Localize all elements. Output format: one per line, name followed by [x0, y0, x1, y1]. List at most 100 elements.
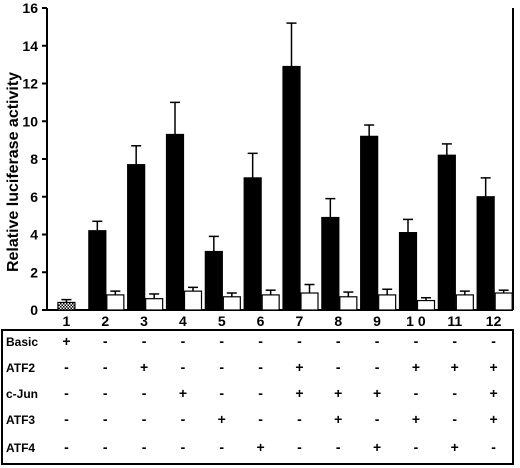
table-sign: - — [452, 385, 457, 401]
y-tick-label: 16 — [22, 0, 38, 16]
bar-white — [183, 290, 203, 311]
table-sign: + — [373, 439, 381, 455]
table-sign: - — [297, 411, 302, 427]
bar-black — [204, 250, 223, 311]
bar-basic-hatched — [57, 301, 76, 311]
bar-black — [437, 154, 456, 311]
table-sign: - — [297, 439, 302, 455]
table-row-label: ATF3 — [6, 413, 35, 427]
bar-black — [398, 232, 418, 311]
table-sign: - — [181, 439, 186, 455]
bar-black — [88, 230, 107, 311]
condition-table: Basic + - - - - - - - - - - - ATF2 - - + - - - + - - + + + c-Jun - -… — [1, 329, 514, 465]
table-border — [1, 329, 514, 465]
table-sign: + — [489, 359, 497, 375]
y-tick-label: 12 — [22, 76, 38, 92]
table-sign: - — [491, 439, 496, 455]
y-axis-title: Relative luciferase activity — [5, 72, 22, 272]
table-sign: - — [103, 439, 108, 455]
table-sign: - — [181, 333, 186, 349]
table-sign: - — [375, 359, 380, 375]
y-tick-label: 4 — [30, 227, 38, 243]
table-sign: + — [489, 385, 497, 401]
bar-black — [360, 135, 379, 311]
table-sign: - — [336, 359, 341, 375]
table-sign: - — [142, 333, 147, 349]
table-sign: - — [452, 333, 457, 349]
y-tick-label: 14 — [22, 38, 38, 54]
bar-white — [378, 294, 397, 311]
table-sign: + — [295, 359, 303, 375]
table-sign: + — [256, 439, 264, 455]
bar-white — [494, 292, 513, 311]
table-sign: - — [414, 333, 419, 349]
chart-bars — [57, 22, 513, 311]
x-category-label: 8 — [334, 313, 342, 329]
table-row-label: ATF4 — [6, 441, 35, 455]
table-sign: - — [142, 385, 147, 401]
table-sign: - — [297, 333, 302, 349]
table-sign: + — [140, 359, 148, 375]
table-sign: - — [452, 411, 457, 427]
table-sign: + — [62, 333, 70, 349]
x-category-label: 7 — [296, 313, 304, 329]
bar-white — [455, 294, 474, 311]
bar-white — [145, 298, 164, 311]
table-sign: - — [336, 333, 341, 349]
y-tick-label: 0 — [30, 302, 38, 318]
table-sign: - — [64, 439, 69, 455]
table-sign: - — [219, 333, 224, 349]
bar-white — [261, 294, 280, 311]
table-sign: + — [295, 385, 303, 401]
x-category-label: 5 — [218, 313, 226, 329]
table-sign: - — [258, 333, 263, 349]
bar-white — [106, 294, 125, 311]
x-category-label: 2 — [101, 313, 109, 329]
y-tick-label: 8 — [30, 151, 38, 167]
bar-black — [165, 133, 185, 311]
x-category-label: 12 — [486, 313, 502, 329]
bar-white — [222, 296, 241, 311]
table-sign: + — [489, 411, 497, 427]
table-row-label: c-Jun — [6, 387, 38, 401]
table-sign: - — [103, 333, 108, 349]
x-category-label: 11 — [447, 313, 462, 329]
table-sign: - — [258, 411, 263, 427]
table-sign: - — [414, 439, 419, 455]
bar-black — [127, 164, 146, 311]
y-tick-label: 2 — [30, 264, 38, 280]
table-sign: + — [412, 359, 420, 375]
table-sign: - — [375, 333, 380, 349]
table-sign: + — [334, 385, 342, 401]
table-sign: - — [103, 385, 108, 401]
bar-black — [282, 65, 301, 311]
x-category-label: 4 — [179, 313, 187, 329]
table-sign: + — [218, 411, 226, 427]
bar-black — [321, 216, 340, 311]
table-sign: - — [142, 439, 147, 455]
bar-white — [339, 296, 358, 311]
x-category-label: 9 — [373, 313, 381, 329]
table-sign: + — [179, 385, 187, 401]
table-sign: - — [491, 333, 496, 349]
table-sign: - — [142, 411, 147, 427]
bar-white — [300, 292, 319, 311]
table-sign: + — [451, 439, 459, 455]
table-sign: - — [336, 439, 341, 455]
chart-axes: 0 2 4 6 8 10 12 14 16 — [22, 0, 514, 318]
table-sign: - — [64, 359, 69, 375]
x-category-label: 3 — [140, 313, 148, 329]
table-sign: - — [219, 439, 224, 455]
table-row-label: Basic — [6, 335, 38, 349]
bar-black — [476, 196, 495, 311]
table-sign: - — [258, 385, 263, 401]
x-category-label: 1 — [63, 313, 71, 329]
bar-black — [243, 177, 262, 311]
table-sign: - — [219, 359, 224, 375]
table-sign: - — [181, 411, 186, 427]
table-sign: - — [258, 359, 263, 375]
table-sign: - — [64, 385, 69, 401]
table-row-label: ATF2 — [6, 361, 35, 375]
